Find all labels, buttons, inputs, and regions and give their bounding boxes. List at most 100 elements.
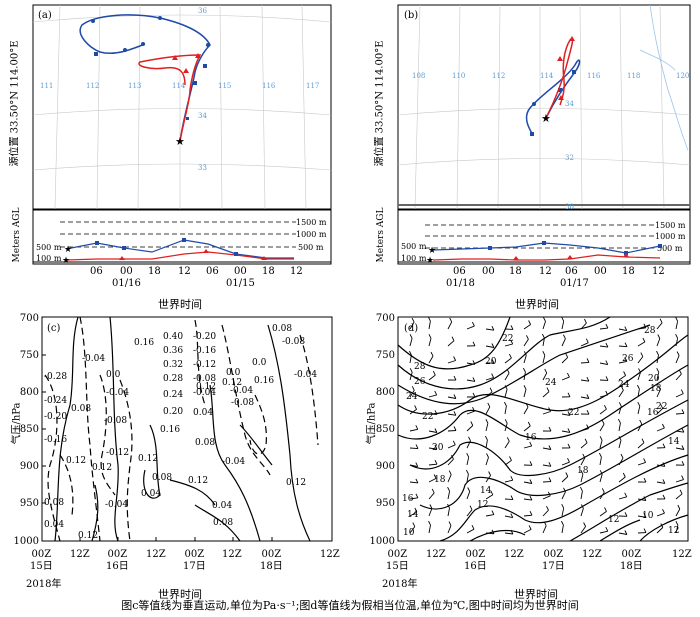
svg-text:-0.24: -0.24 <box>44 396 67 406</box>
svg-text:-0.08: -0.08 <box>282 337 305 347</box>
svg-text:114: 114 <box>172 82 186 90</box>
svg-text:0.12: 0.12 <box>92 463 112 473</box>
svg-text:28: 28 <box>414 362 426 372</box>
trajectory-panel-b: (b) 108 110 112 114 116 118 120 34 32 30… <box>397 4 691 266</box>
svg-text:114: 114 <box>540 72 554 80</box>
svg-text:0.0: 0.0 <box>106 370 121 380</box>
svg-text:115: 115 <box>218 82 231 90</box>
svg-text:0.04: 0.04 <box>193 408 213 418</box>
panel-b-ylabel-src: 源位置 33.50°N 114.00°E <box>374 40 386 167</box>
svg-text:0.24: 0.24 <box>163 390 183 400</box>
svg-text:0.04: 0.04 <box>44 520 64 530</box>
svg-text:★: ★ <box>64 245 72 255</box>
panel-a-ylabel-agl: Meters AGL <box>12 207 22 263</box>
svg-text:0.0: 0.0 <box>226 368 241 378</box>
svg-text:0.16: 0.16 <box>254 376 274 386</box>
svg-text:30: 30 <box>565 203 574 211</box>
svg-text:24: 24 <box>618 380 630 390</box>
svg-text:0.12: 0.12 <box>138 454 158 464</box>
svg-text:22: 22 <box>568 408 579 418</box>
svg-text:118: 118 <box>627 72 640 80</box>
svg-text:-0.28: -0.28 <box>44 372 67 382</box>
svg-text:18: 18 <box>434 475 446 485</box>
svg-text:26: 26 <box>622 354 634 364</box>
svg-text:-0.16: -0.16 <box>193 346 216 356</box>
svg-text:850: 850 <box>20 424 39 435</box>
svg-text:113: 113 <box>128 82 141 90</box>
svg-text:0.08: 0.08 <box>213 518 233 528</box>
svg-text:0.40: 0.40 <box>163 332 183 342</box>
svg-text:0.28: 0.28 <box>163 374 183 384</box>
svg-text:34: 34 <box>198 112 207 120</box>
svg-text:20: 20 <box>432 443 444 453</box>
svg-text:-0.04: -0.04 <box>294 370 317 380</box>
svg-text:750: 750 <box>376 350 395 361</box>
svg-text:★: ★ <box>428 246 436 256</box>
svg-text:0.08: 0.08 <box>152 473 172 483</box>
panel-a-label: (a) <box>38 10 52 21</box>
svg-text:0.04: 0.04 <box>141 489 161 499</box>
svg-text:0.08: 0.08 <box>44 498 64 508</box>
svg-text:0.0: 0.0 <box>252 358 267 368</box>
svg-text:112: 112 <box>86 82 99 90</box>
svg-text:700: 700 <box>20 313 39 324</box>
svg-text:28: 28 <box>644 326 656 336</box>
svg-text:950: 950 <box>376 498 395 509</box>
svg-text:-0.16: -0.16 <box>44 435 67 445</box>
svg-text:18: 18 <box>650 384 662 394</box>
source-star-icon-b: ★ <box>541 112 551 125</box>
svg-text:12: 12 <box>608 515 619 525</box>
svg-text:108: 108 <box>412 72 425 80</box>
svg-text:-0.08: -0.08 <box>193 374 216 384</box>
panel-a-xlabel: 世界时间 <box>158 298 202 311</box>
svg-text:-0.20: -0.20 <box>193 332 216 342</box>
svg-text:120: 120 <box>676 72 689 80</box>
svg-text:16: 16 <box>525 433 537 443</box>
svg-text:20: 20 <box>648 374 660 384</box>
svg-text:-0.08: -0.08 <box>231 398 254 408</box>
svg-text:-0.04: -0.04 <box>230 386 253 396</box>
panel-b-ylabel-agl: Meters AGL <box>376 207 386 263</box>
panel-d-label: (d) <box>404 323 418 334</box>
svg-text:★: ★ <box>62 256 70 266</box>
svg-text:111: 111 <box>40 82 53 90</box>
svg-text:800: 800 <box>376 387 395 398</box>
svg-text:750: 750 <box>20 350 39 361</box>
svg-text:110: 110 <box>452 72 465 80</box>
svg-text:500 m: 500 m <box>657 244 683 253</box>
panel-d-xticks: 00Z 15日 12Z 00Z 16日 12Z 00Z 17日 12Z 00Z … <box>382 549 692 601</box>
svg-text:900: 900 <box>376 461 395 472</box>
panel-b-hour-ticks: 06 00 18 12 06 00 18 12 01/18 01/17 世界时间 <box>446 266 665 311</box>
svg-text:900: 900 <box>20 461 39 472</box>
svg-text:-0.12: -0.12 <box>193 360 216 370</box>
svg-text:500 m: 500 m <box>36 243 62 252</box>
panel-c-yticks: 700 750 800 850 900 950 1000 <box>14 313 39 547</box>
svg-text:500 m: 500 m <box>401 242 427 251</box>
svg-text:-0.04: -0.04 <box>193 388 216 398</box>
svg-text:16: 16 <box>402 494 414 504</box>
svg-text:0.08: 0.08 <box>71 404 91 414</box>
svg-text:800: 800 <box>20 387 39 398</box>
svg-text:0.32: 0.32 <box>163 360 183 370</box>
panel-d-ylabel: 气压/hPa <box>366 402 378 445</box>
svg-text:14: 14 <box>480 486 492 496</box>
svg-text:20: 20 <box>485 357 497 367</box>
svg-text:14: 14 <box>668 437 680 447</box>
svg-text:10: 10 <box>642 511 654 521</box>
svg-text:0.08: 0.08 <box>195 438 215 448</box>
svg-text:1000: 1000 <box>14 536 39 547</box>
svg-text:12: 12 <box>477 500 488 510</box>
svg-text:100 m: 100 m <box>401 254 427 263</box>
svg-text:116: 116 <box>587 72 601 80</box>
svg-text:1500 m: 1500 m <box>655 221 686 230</box>
panel-d-contour-labels: 28 26 24 22 20 22 20 24 22 18 16 12 14 1… <box>402 326 680 538</box>
svg-text:1000 m: 1000 m <box>296 230 327 239</box>
svg-text:36: 36 <box>198 7 207 15</box>
svg-text:10: 10 <box>403 528 415 538</box>
svg-text:33: 33 <box>198 164 207 172</box>
svg-text:0.20: 0.20 <box>163 407 183 417</box>
svg-text:-0.04: -0.04 <box>105 500 128 510</box>
svg-text:16: 16 <box>647 408 659 418</box>
svg-text:34: 34 <box>565 100 574 108</box>
svg-text:116: 116 <box>262 82 276 90</box>
